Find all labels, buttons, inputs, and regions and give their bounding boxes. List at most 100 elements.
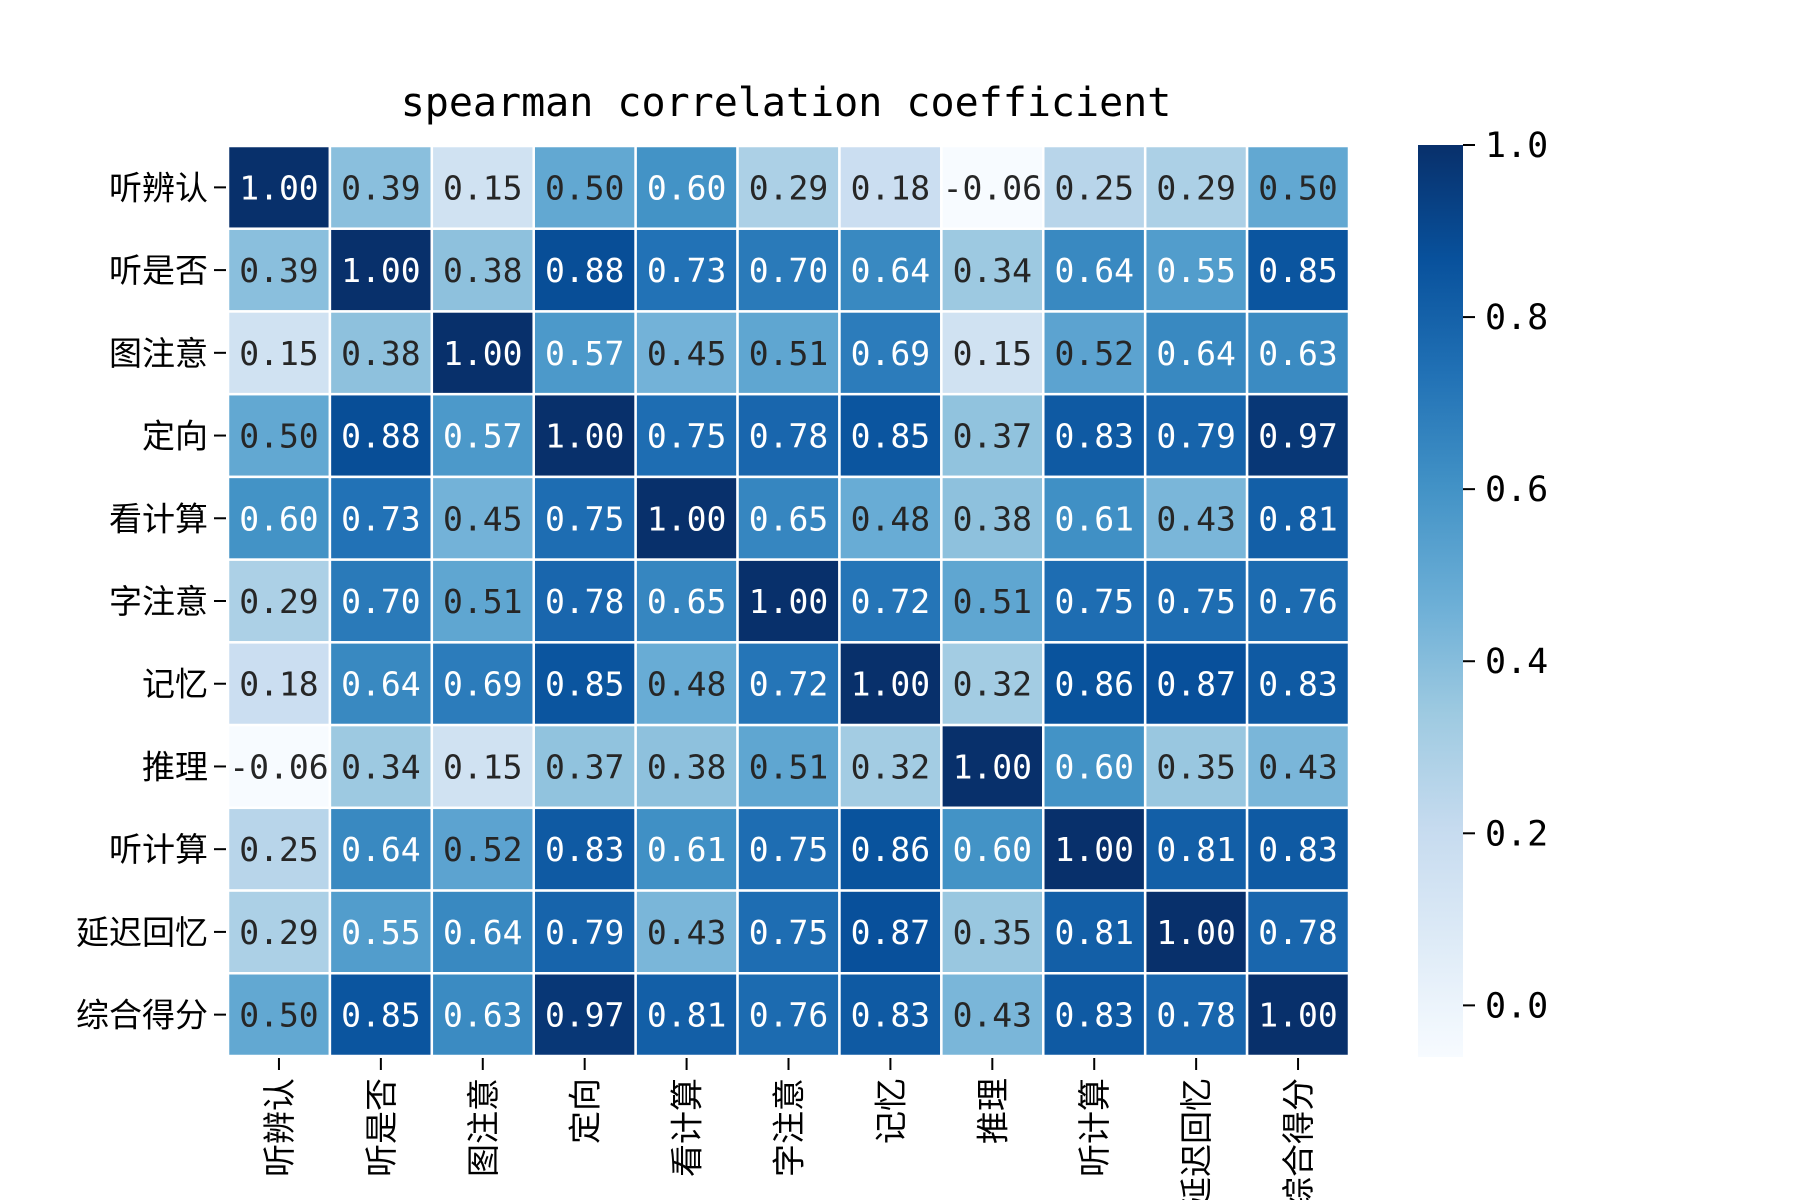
cell-value-label: 1.00 [341,251,420,290]
cell-value-label: 0.52 [1054,334,1133,373]
heatmap-cell [1245,227,1351,313]
cell-value-label: 0.29 [749,168,828,207]
cell-value-label: 0.75 [749,830,828,869]
cell-value-label: 0.60 [647,168,726,207]
cell-value-label: 0.83 [1054,996,1133,1035]
heatmap-cell [634,310,739,396]
colorbar-tick-label: 0.8 [1485,298,1548,338]
row-tick-label: 综合得分 [76,996,208,1035]
heatmap-cell [226,806,332,892]
cell-value-label: 0.50 [239,417,318,456]
cell-value-label: 0.45 [647,334,726,373]
heatmap-cell [1042,972,1147,1058]
heatmap-cell [1245,558,1351,644]
cell-value-label: 0.65 [749,499,828,538]
heatmap-cell [226,310,332,396]
cell-value-label: 0.85 [545,665,624,704]
cell-value-label: 0.50 [1258,168,1337,207]
heatmap-cell [1245,806,1351,892]
column-tick-label: 字注意 [770,1078,809,1177]
heatmap-cell [226,972,332,1058]
cell-value-label: 0.78 [1156,996,1235,1035]
heatmap-cell [226,475,332,561]
cell-value-label: 0.64 [341,830,420,869]
cell-value-label: 1.00 [545,417,624,456]
cell-value-label: 0.52 [443,830,522,869]
cell-value-label: 0.29 [239,582,318,621]
cell-value-label: 0.64 [341,665,420,704]
cell-value-label: 0.29 [239,913,318,952]
cell-value-label: 0.75 [1156,582,1235,621]
cell-value-label: 0.43 [953,996,1032,1035]
cell-value-label: 0.43 [647,913,726,952]
row-tick-label: 听是否 [109,251,208,290]
cell-value-label: 0.78 [545,582,624,621]
cell-value-label: 0.43 [1156,499,1235,538]
heatmap-cell [634,227,739,313]
cell-value-label: 0.83 [851,996,930,1035]
heatmap-cell [532,889,637,975]
cell-value-label: 0.15 [443,168,522,207]
heatmap-cell [634,723,739,810]
heatmap-cell [736,972,841,1058]
cell-value-label: 0.43 [1258,747,1337,786]
cell-value-label: 0.79 [1156,417,1235,456]
heatmap-cell [838,310,943,396]
heatmap-cell [532,641,637,727]
heatmap-cell [1042,889,1147,975]
heatmap-cell [226,144,332,230]
colorbar-tick-label: 1.0 [1485,126,1548,166]
cell-value-label: 0.75 [545,499,624,538]
cell-value-label: 0.38 [341,334,420,373]
heatmap-cell [430,227,535,313]
cell-value-label: 1.00 [239,168,318,207]
heatmap-cell [736,558,841,644]
column-tick-label: 听辨认 [260,1078,299,1177]
cell-value-label: 0.88 [341,417,420,456]
cell-value-label: 0.63 [443,996,522,1035]
cell-value-label: 0.63 [1258,334,1337,373]
heatmap-cell [1245,641,1351,727]
heatmap-cell [838,475,943,561]
cell-value-label: 0.38 [647,747,726,786]
cell-value-label: 1.00 [749,582,828,621]
cell-value-label: 0.18 [851,168,930,207]
column-tick-label: 延迟回忆 [1177,1078,1216,1200]
cell-value-label: 0.83 [1054,417,1133,456]
cell-value-label: 0.57 [545,334,624,373]
cell-value-label: 0.76 [1258,582,1337,621]
heatmap-cell [328,475,434,561]
heatmap-cell [1245,144,1351,230]
cell-value-label: 0.38 [443,251,522,290]
cell-value-label: 0.60 [1054,747,1133,786]
heatmap-cell [940,806,1045,892]
heatmap-grid: 1.00 0.39 0.15 0.50 0.60 0.29 0.18 -0.06 0.25 0.2… [226,144,1351,1058]
heatmap-cell [226,641,332,727]
heatmap-cell [1042,475,1147,561]
cell-value-label: 0.88 [545,251,624,290]
cell-value-label: 1.00 [1156,913,1235,952]
cell-value-label: 0.72 [851,582,930,621]
cell-value-label: 1.00 [953,747,1032,786]
cell-value-label: 0.61 [647,830,726,869]
heatmap-cell [430,889,535,975]
cell-value-label: 0.15 [239,334,318,373]
colorbar-tick-label: 0.2 [1485,814,1548,854]
cell-value-label: 0.85 [1258,251,1337,290]
cell-value-label: 0.64 [1054,251,1133,290]
heatmap-cell [328,641,434,727]
cell-value-label: 0.39 [239,251,318,290]
heatmap-cell [1042,310,1147,396]
cell-value-label: 0.97 [545,996,624,1035]
cell-value-label: 0.51 [749,334,828,373]
heatmap-cell [1042,558,1147,644]
cell-value-label: 0.69 [851,334,930,373]
cell-value-label: 0.97 [1258,417,1337,456]
heatmap-cell [1143,806,1249,892]
cell-value-label: 1.00 [443,334,522,373]
column-tick-label: 看计算 [668,1078,707,1177]
cell-value-label: 0.34 [953,251,1032,290]
heatmap-cell [736,641,841,727]
cell-value-label: 0.86 [1054,665,1133,704]
